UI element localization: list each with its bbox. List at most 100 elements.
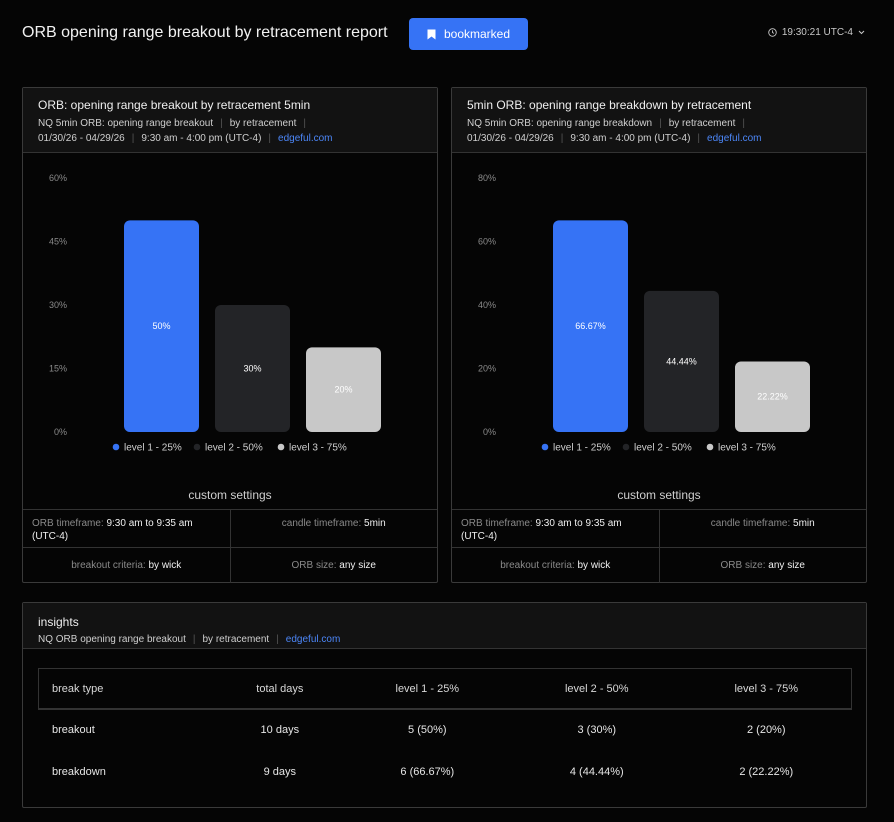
subtitle-instrument: NQ 5min ORB: opening range breakout (38, 118, 214, 129)
separator: | (268, 133, 272, 144)
panel-meta: 01/30/26 - 04/29/26 | 9:30 am - 4:00 pm (U… (38, 131, 422, 146)
table-cell: 2 (20%) (746, 723, 786, 736)
separator: | (220, 118, 223, 129)
bookmark-icon (427, 29, 436, 39)
y-tick-label: 20% (478, 364, 496, 374)
y-tick-label: 0% (54, 427, 67, 437)
insights-panel: insights NQ ORB opening range breakout | b… (22, 602, 867, 808)
bar-data-label: 44.44% (666, 356, 697, 366)
separator: | (276, 634, 279, 645)
legend-label[interactable]: level 3 - 75% (718, 443, 776, 454)
setting-value: any size (339, 560, 376, 571)
legend-marker (622, 443, 630, 451)
panel-header: 5min ORB: opening range breakdown by ret… (452, 88, 866, 153)
separator: | (659, 118, 662, 129)
legend-marker (112, 443, 120, 451)
legend-label[interactable]: level 3 - 75% (289, 443, 347, 454)
legend-label[interactable]: level 1 - 25% (124, 443, 182, 454)
column-header: level 2 - 50% (512, 668, 682, 709)
edgeful-link[interactable]: edgeful.com (707, 133, 762, 144)
breakout-criteria-setting: breakout criteria: by wick (23, 548, 230, 583)
setting-value: by wick (577, 560, 611, 571)
separator: | (560, 133, 564, 144)
table-cell: 2 (22.22%) (739, 765, 794, 778)
bar-data-label: 66.67% (575, 321, 606, 331)
insights-subtitle: NQ ORB opening range breakout | by retrace… (38, 632, 851, 647)
y-tick-label: 30% (49, 300, 67, 310)
separator: | (697, 133, 701, 144)
separator: | (303, 118, 307, 129)
orb-size-setting: ORB size: any size (658, 548, 867, 583)
orb-size-setting: ORB size: any size (229, 548, 438, 583)
legend-label[interactable]: level 1 - 25% (553, 443, 611, 454)
table-cell: breakout (52, 723, 95, 736)
bar[interactable] (553, 220, 628, 432)
breakdown-bar-chart: 0% 20% 40% 60% 80% 66.67% 44.44% 22.22% level 1 … (478, 173, 810, 454)
date-range: 01/30/26 - 04/29/26 (467, 133, 554, 144)
bar-data-label: 22.22% (757, 392, 788, 402)
time-range: 9:30 am - 4:00 pm (UTC-4) (570, 133, 691, 144)
setting-label: breakout criteria: (71, 560, 146, 571)
column-header: break type (39, 668, 218, 709)
edgeful-link[interactable]: edgeful.com (285, 634, 341, 645)
candle-timeframe-setting: candle timeframe: 5min (658, 510, 867, 547)
subtitle-mode: by retracement (668, 118, 736, 129)
breakdown-chart-panel: 5min ORB: opening range breakdown by ret… (451, 87, 867, 583)
setting-value: 9:30 am to 9:35 am (UTC-4) (461, 518, 622, 542)
bookmark-button[interactable]: bookmarked (409, 18, 528, 50)
breakout-criteria-setting: breakout criteria: by wick (452, 548, 659, 583)
legend-label[interactable]: level 2 - 50% (205, 443, 263, 454)
breakout-bar-chart: 0% 15% 30% 45% 60% 50% 30% 20% level 1 - 25% leve… (49, 173, 381, 454)
candle-timeframe-setting: candle timeframe: 5min (229, 510, 438, 547)
bar[interactable] (124, 220, 199, 432)
panel-title: 5min ORB: opening range breakdown by ret… (467, 98, 752, 112)
settings-grid: ORB timeframe: 9:30 am to 9:35 am (UTC-4… (23, 509, 437, 583)
bar-data-label: 20% (334, 385, 352, 395)
chart-area: 0% 15% 30% 45% 60% 50% 30% 20% level 1 - 25% leve… (23, 154, 437, 494)
date-range: 01/30/26 - 04/29/26 (38, 133, 125, 144)
table-cell: 9 days (263, 765, 297, 778)
insights-header: insights NQ ORB opening range breakout | b… (23, 603, 866, 649)
subtitle-mode: by retracement (229, 118, 297, 129)
settings-grid: ORB timeframe: 9:30 am to 9:35 am (UTC-4… (452, 509, 866, 583)
legend-marker (706, 443, 714, 451)
timezone-dropdown[interactable]: 19:30:21 UTC-4 (768, 27, 865, 38)
table-row: breakout 10 days 5 (50%) 3 (30%) 2 (20%) (39, 709, 851, 751)
separator: | (192, 634, 196, 645)
y-tick-label: 0% (483, 427, 496, 437)
legend-label[interactable]: level 2 - 50% (634, 443, 692, 454)
bookmark-label: bookmarked (443, 27, 511, 41)
y-tick-label: 60% (49, 173, 67, 183)
bar[interactable] (644, 290, 719, 432)
subtitle-instrument: NQ 5min ORB: opening range breakdown (467, 118, 653, 129)
top-bar: ORB opening range breakout by retracemen… (0, 0, 894, 68)
setting-label: ORB timeframe: (32, 518, 104, 529)
bar[interactable] (306, 347, 381, 432)
edgeful-link[interactable]: edgeful.com (278, 133, 333, 144)
panel-meta: 01/30/26 - 04/29/26 | 9:30 am - 4:00 pm (U… (467, 131, 851, 146)
bar-data-label: 50% (152, 321, 170, 331)
y-tick-label: 15% (49, 364, 67, 374)
table-cell: 4 (44.44%) (569, 765, 624, 778)
custom-settings-title: custom settings (188, 488, 272, 502)
page-title: ORB opening range breakout by retracemen… (22, 24, 388, 41)
bar[interactable] (215, 305, 290, 432)
separator: | (131, 133, 135, 144)
table-cell: 3 (30%) (577, 723, 617, 736)
chart-area: 0% 20% 40% 60% 80% 66.67% 44.44% 22.22% level 1 … (452, 154, 866, 494)
chevron-down-icon (858, 30, 865, 35)
setting-label: breakout criteria: (500, 560, 575, 571)
subtitle-instrument: NQ ORB opening range breakout (38, 634, 186, 645)
bar[interactable] (735, 361, 810, 432)
table-cell: 6 (66.67%) (400, 765, 455, 778)
column-header: total days (217, 668, 343, 709)
y-tick-label: 60% (478, 237, 496, 247)
legend-marker (541, 443, 549, 451)
table-cell: 10 days (260, 723, 300, 736)
panel-subtitle: NQ 5min ORB: opening range breakdown | by … (467, 116, 851, 131)
y-tick-label: 80% (478, 173, 496, 183)
table-row: breakdown 9 days 6 (66.67%) 4 (44.44%) 2… (39, 751, 851, 793)
breakout-chart-panel: ORB: opening range breakout by retraceme… (22, 87, 438, 583)
panel-header: ORB: opening range breakout by retraceme… (23, 88, 437, 153)
setting-label: ORB timeframe: (461, 518, 533, 529)
